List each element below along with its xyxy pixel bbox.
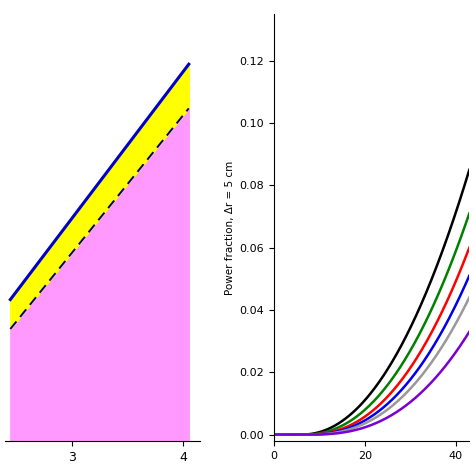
Y-axis label: Power fraction, Δr = 5 cm: Power fraction, Δr = 5 cm (226, 160, 236, 295)
